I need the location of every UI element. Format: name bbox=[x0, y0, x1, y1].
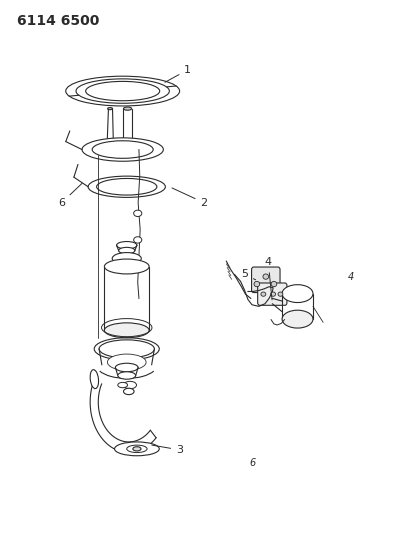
Ellipse shape bbox=[99, 340, 154, 358]
Ellipse shape bbox=[66, 76, 180, 106]
Ellipse shape bbox=[271, 292, 275, 296]
Text: 6: 6 bbox=[250, 458, 256, 468]
Ellipse shape bbox=[134, 210, 142, 216]
Ellipse shape bbox=[261, 292, 266, 296]
Ellipse shape bbox=[97, 179, 157, 195]
Text: 5: 5 bbox=[241, 270, 256, 280]
Ellipse shape bbox=[124, 381, 137, 389]
Ellipse shape bbox=[92, 141, 153, 158]
Ellipse shape bbox=[134, 237, 142, 243]
Ellipse shape bbox=[115, 442, 159, 456]
Ellipse shape bbox=[282, 285, 313, 303]
FancyBboxPatch shape bbox=[108, 144, 113, 154]
Ellipse shape bbox=[112, 253, 141, 264]
Text: 3: 3 bbox=[152, 445, 183, 455]
FancyBboxPatch shape bbox=[115, 146, 120, 153]
Text: 2: 2 bbox=[172, 188, 208, 208]
Ellipse shape bbox=[133, 447, 141, 451]
FancyBboxPatch shape bbox=[127, 144, 136, 154]
Ellipse shape bbox=[263, 274, 268, 279]
Ellipse shape bbox=[108, 108, 113, 110]
Ellipse shape bbox=[107, 354, 146, 370]
Ellipse shape bbox=[271, 281, 277, 287]
Ellipse shape bbox=[254, 281, 260, 287]
Ellipse shape bbox=[119, 247, 135, 254]
Ellipse shape bbox=[118, 372, 136, 379]
Text: 6: 6 bbox=[58, 183, 82, 208]
Ellipse shape bbox=[118, 382, 128, 387]
Ellipse shape bbox=[88, 176, 165, 197]
Text: 4: 4 bbox=[348, 272, 354, 282]
Text: 4: 4 bbox=[265, 257, 272, 300]
Ellipse shape bbox=[104, 323, 149, 338]
Ellipse shape bbox=[90, 370, 99, 389]
Ellipse shape bbox=[124, 107, 132, 110]
Ellipse shape bbox=[115, 364, 138, 372]
Text: 6114 6500: 6114 6500 bbox=[17, 14, 99, 28]
Ellipse shape bbox=[117, 241, 137, 249]
Ellipse shape bbox=[124, 388, 134, 394]
FancyBboxPatch shape bbox=[258, 283, 287, 305]
FancyBboxPatch shape bbox=[252, 267, 280, 293]
Ellipse shape bbox=[104, 259, 149, 274]
Text: 1: 1 bbox=[165, 65, 191, 82]
Ellipse shape bbox=[127, 445, 147, 453]
Ellipse shape bbox=[86, 82, 160, 101]
Ellipse shape bbox=[282, 310, 313, 328]
Ellipse shape bbox=[76, 79, 169, 103]
Ellipse shape bbox=[82, 138, 163, 161]
Ellipse shape bbox=[278, 292, 283, 296]
